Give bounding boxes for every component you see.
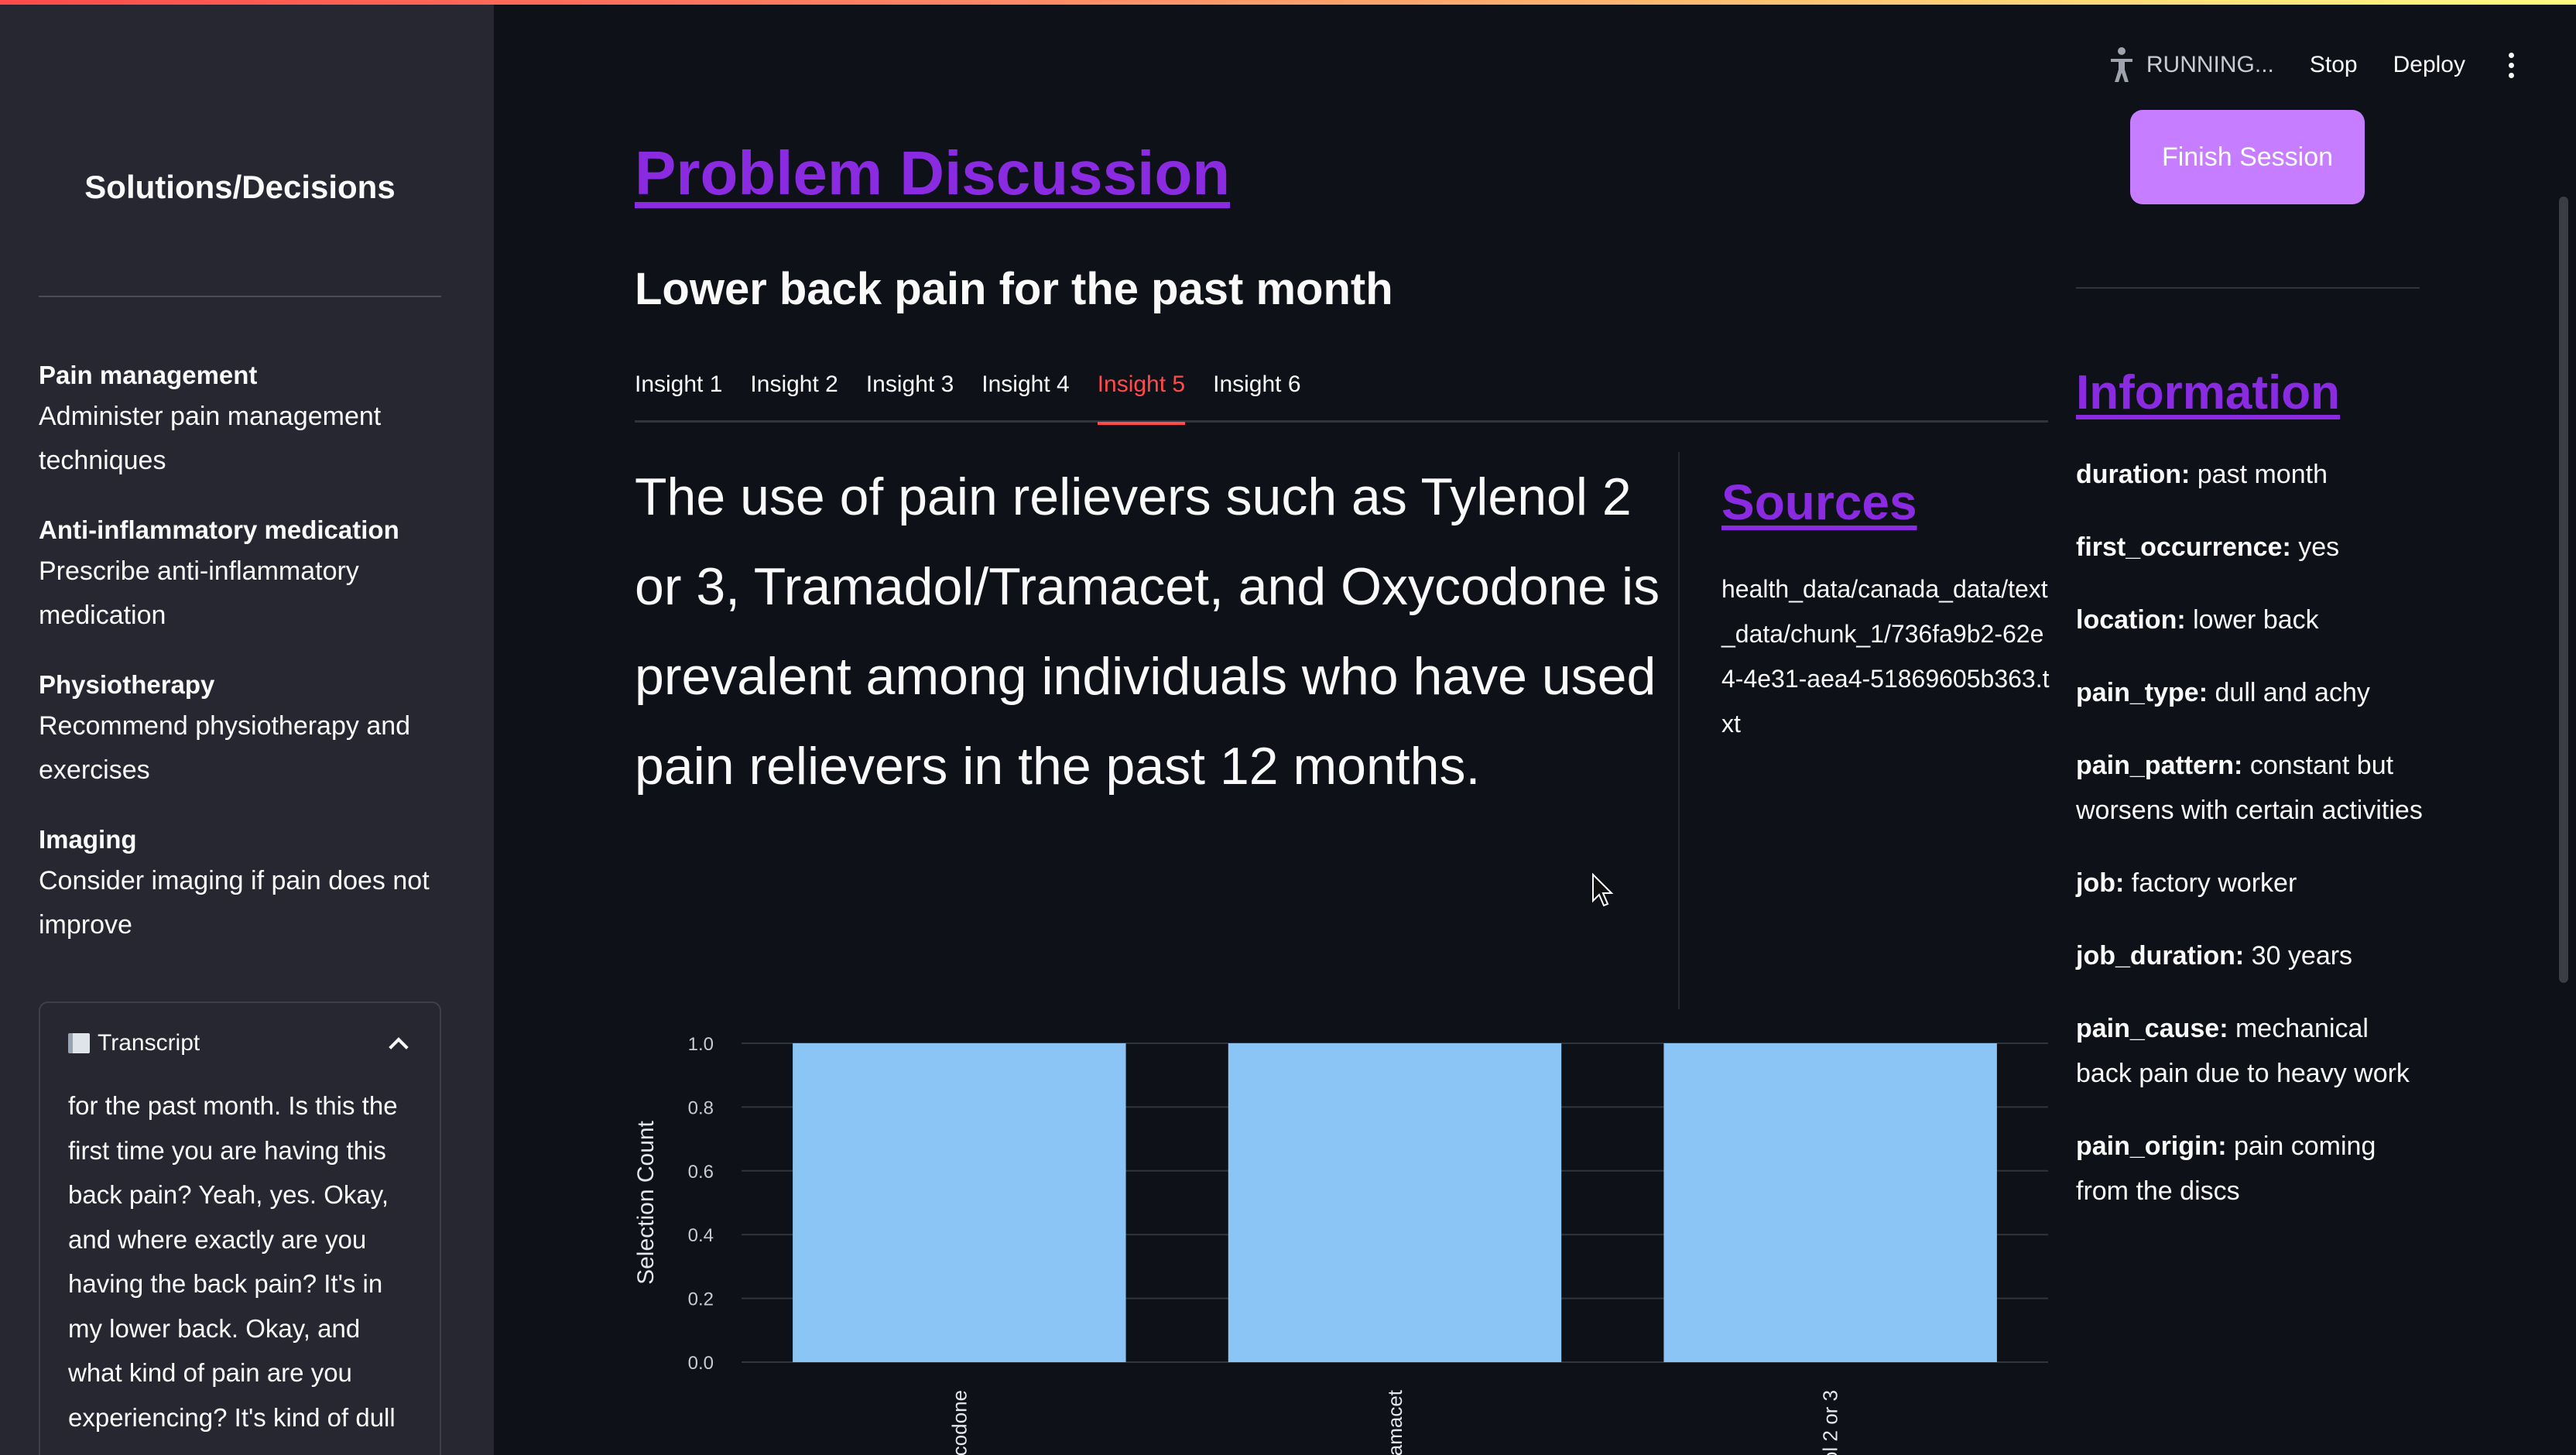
- information-list: duration: past month first_occurrence: y…: [2076, 452, 2424, 1241]
- info-item: duration: past month: [2076, 452, 2424, 497]
- info-item: location: lower back: [2076, 597, 2424, 642]
- transcript-text: for the past month. Is this the first ti…: [68, 1091, 398, 1432]
- column-divider: [1678, 452, 1680, 1009]
- finish-session-button[interactable]: Finish Session: [2130, 110, 2365, 204]
- info-value: 30 years: [2251, 941, 2353, 971]
- y-tick-label: 0.0: [688, 1353, 714, 1374]
- sidebar-divider: [39, 296, 441, 297]
- chevron-up-icon[interactable]: [389, 1037, 409, 1057]
- running-person-icon: [2110, 47, 2132, 82]
- sources-title[interactable]: Sources: [1721, 474, 1917, 530]
- info-value: past month: [2197, 460, 2328, 489]
- solution-description: Administer pain management techniques: [39, 402, 382, 475]
- x-tick-label: codone: [947, 1390, 971, 1455]
- info-item: first_occurrence: yes: [2076, 525, 2424, 570]
- info-key: location:: [2076, 605, 2186, 635]
- page-title[interactable]: Problem Discussion: [635, 139, 1231, 207]
- selection-count-chart: 0.0 0.2 0.4 0.6 0.8 1.0 Selection Count codone r…: [619, 1006, 2059, 1455]
- running-status: RUNNING...: [2108, 46, 2274, 84]
- info-item: job_duration: 30 years: [2076, 933, 2424, 978]
- y-axis-label: Selection Count: [633, 1120, 659, 1284]
- solution-title: Imaging: [39, 825, 137, 854]
- info-key: duration:: [2076, 460, 2191, 489]
- info-key: pain_type:: [2076, 678, 2208, 707]
- solution-description: Recommend physiotherapy and exercises: [39, 711, 411, 785]
- solution-item: Anti-inflammatory medication Prescribe a…: [39, 511, 441, 638]
- mouse-cursor-icon: [1592, 873, 1614, 907]
- info-value: pain coming from the discs: [2076, 1131, 2376, 1206]
- info-key: pain_origin:: [2076, 1131, 2227, 1161]
- insight-tabs: Insight 1 Insight 2 Insight 3 Insight 4 …: [635, 364, 2048, 425]
- info-value: constant but worsens with certain activi…: [2076, 751, 2423, 825]
- problem-subtitle: Lower back pain for the past month: [635, 264, 1393, 314]
- sidebar: Solutions/Decisions Pain management Admi…: [0, 0, 494, 1455]
- info-key: job:: [2076, 868, 2125, 898]
- y-tick-label: 1.0: [688, 1034, 714, 1055]
- info-key: job_duration:: [2076, 941, 2245, 971]
- info-value: dull and achy: [2215, 678, 2370, 707]
- top-decoration-bar: [0, 0, 2576, 5]
- info-item: pain_pattern: constant but worsens with …: [2076, 743, 2424, 833]
- chart-bar: [1228, 1043, 1562, 1362]
- insight-text: The use of pain relievers such as Tyleno…: [635, 467, 1660, 796]
- right-column-divider: [2076, 287, 2420, 289]
- tab-insight-5[interactable]: Insight 5: [1097, 364, 1186, 425]
- chart-bar: [1663, 1043, 1997, 1362]
- x-tick-label: ol 2 or 3: [1819, 1390, 1842, 1455]
- transcript-expander: Transcript for the past month. Is this t…: [39, 1001, 441, 1455]
- notebook-icon: [68, 1033, 90, 1053]
- info-item: pain_type: dull and achy: [2076, 670, 2424, 715]
- solution-item: Imaging Consider imaging if pain does no…: [39, 820, 441, 947]
- solution-title: Pain management: [39, 361, 258, 389]
- information-title[interactable]: Information: [2076, 366, 2340, 419]
- chart-bar: [793, 1043, 1126, 1362]
- y-tick-label: 0.6: [688, 1162, 714, 1183]
- info-key: first_occurrence:: [2076, 532, 2291, 562]
- y-tick-label: 0.8: [688, 1097, 714, 1118]
- bar-chart-svg: 0.0 0.2 0.4 0.6 0.8 1.0 Selection Count codone r…: [633, 1034, 2048, 1455]
- tab-insight-6[interactable]: Insight 6: [1213, 371, 1301, 397]
- info-item: pain_origin: pain coming from the discs: [2076, 1124, 2424, 1214]
- deploy-button[interactable]: Deploy: [2393, 52, 2465, 77]
- info-value: yes: [2298, 532, 2340, 562]
- y-tick-label: 0.2: [688, 1289, 714, 1310]
- solution-item: Pain management Administer pain manageme…: [39, 356, 441, 483]
- transcript-label: Transcript: [98, 1030, 200, 1056]
- info-value: lower back: [2193, 605, 2319, 635]
- x-tick-label: ramacet: [1383, 1389, 1406, 1455]
- info-value: factory worker: [2131, 868, 2297, 898]
- solution-title: Anti-inflammatory medication: [39, 515, 399, 544]
- info-value: mechanical back pain due to heavy work: [2076, 1014, 2410, 1088]
- main-menu-icon[interactable]: [2501, 52, 2522, 78]
- app-toolbar: RUNNING... Stop Deploy: [2108, 40, 2522, 90]
- info-key: pain_cause:: [2076, 1014, 2228, 1043]
- solution-description: Consider imaging if pain does not improv…: [39, 866, 430, 940]
- tab-insight-4[interactable]: Insight 4: [981, 371, 1070, 397]
- info-item: job: factory worker: [2076, 861, 2424, 906]
- y-tick-label: 0.4: [688, 1225, 714, 1246]
- solution-item: Physiotherapy Recommend physiotherapy an…: [39, 666, 441, 793]
- sidebar-title: Solutions/Decisions: [84, 169, 396, 205]
- tab-insight-2[interactable]: Insight 2: [750, 371, 838, 397]
- main-scrollbar[interactable]: [2559, 197, 2568, 983]
- running-label: RUNNING...: [2146, 52, 2274, 77]
- tab-insight-3[interactable]: Insight 3: [865, 371, 954, 397]
- transcript-header[interactable]: Transcript: [40, 1003, 440, 1084]
- solution-description: Prescribe anti-inflammatory medication: [39, 556, 359, 630]
- source-path: health_data/canada_data/text_data/chunk_…: [1721, 575, 2050, 738]
- stop-button[interactable]: Stop: [2309, 52, 2358, 77]
- info-key: pain_pattern:: [2076, 751, 2243, 780]
- info-item: pain_cause: mechanical back pain due to …: [2076, 1006, 2424, 1096]
- solutions-list: Pain management Administer pain manageme…: [39, 356, 441, 975]
- solution-title: Physiotherapy: [39, 670, 215, 699]
- tab-insight-1[interactable]: Insight 1: [635, 371, 723, 397]
